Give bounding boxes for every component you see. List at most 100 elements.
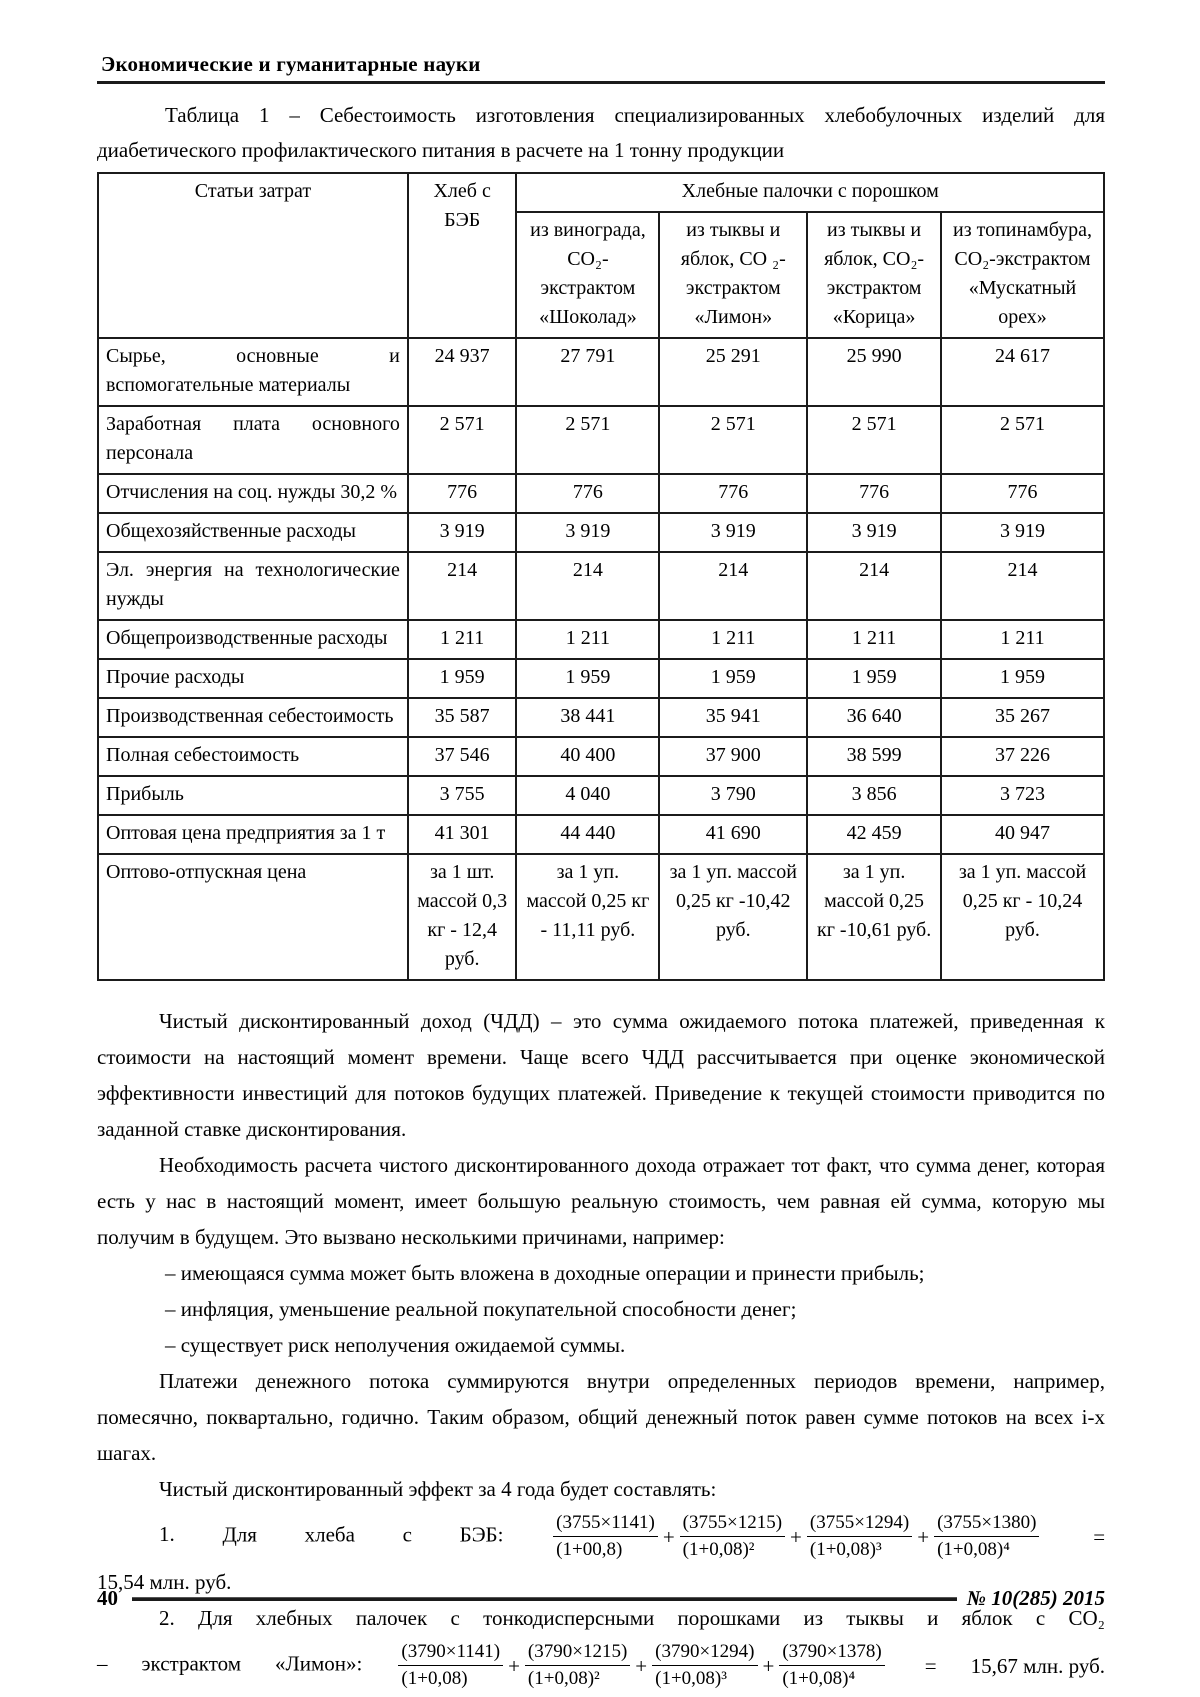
fraction-numerator: (3790×1378) bbox=[779, 1640, 885, 1666]
bullet-item: – существует риск неполучения ожидаемой … bbox=[165, 1333, 626, 1357]
row-label: Сырье, основные и вспомогательные матери… bbox=[97, 337, 409, 407]
fraction: (3790×1141) (1+0,08) bbox=[398, 1640, 504, 1691]
row-value: 2 571 bbox=[515, 405, 661, 475]
formula-2-intro-text: Для хлебных палочек с тонкодисперсными п… bbox=[198, 1606, 1106, 1630]
formula-1-intro: Для хлеба с БЭБ: bbox=[222, 1522, 504, 1547]
row-value: за 1 уп. массой 0,25 кг - 11,11 руб. bbox=[515, 853, 661, 981]
fraction-denominator: (1+0,08) bbox=[401, 1668, 468, 1689]
plus-sign: + bbox=[790, 1524, 802, 1549]
fraction: (3790×1294) (1+0,08)³ bbox=[652, 1640, 758, 1691]
column-header-bread-beb: Хлеб с БЭБ bbox=[406, 172, 518, 339]
table-row: Полная себестоимость 37 546 40 400 37 900 38… bbox=[97, 736, 1105, 777]
fraction-numerator: (3790×1141) bbox=[398, 1640, 504, 1666]
row-value: за 1 уп. массой 0,25 кг -10,61 руб. bbox=[806, 853, 942, 981]
row-value: 25 990 bbox=[806, 337, 942, 407]
row-value: 27 791 bbox=[515, 337, 661, 407]
sub-header-row: из винограда, CO₂-экстрактом «Шоколад» из… bbox=[98, 211, 1105, 339]
paragraph-npv-definition: Чистый дисконтированный доход (ЧДД) – эт… bbox=[97, 1009, 1105, 1141]
row-value: 1 959 bbox=[658, 658, 809, 699]
table-row: Прочие расходы 1 959 1 959 1 959 1 959 1 959 bbox=[97, 658, 1105, 699]
table-caption: Таблица 1 – Себестоимость изготовления с… bbox=[97, 103, 1105, 162]
column-header-articles: Статьи затрат bbox=[97, 172, 409, 339]
row-value: 35 941 bbox=[658, 697, 809, 738]
row-value: 40 400 bbox=[515, 736, 661, 777]
row-label: Эл. энергия на технологические нужды bbox=[97, 551, 409, 621]
table-row: Прибыль 3 755 4 040 3 790 3 856 3 723 bbox=[97, 775, 1105, 816]
row-value: 1 211 bbox=[406, 619, 518, 660]
row-value: 41 690 bbox=[658, 814, 809, 855]
formula-item-2-intro: 2. Для хлебных палочек с тонкодисперсным… bbox=[97, 1600, 1105, 1636]
fraction-numerator: (3755×1380) bbox=[934, 1511, 1040, 1537]
row-value: 36 640 bbox=[806, 697, 942, 738]
journal-header: Экономические и гуманитарные науки bbox=[97, 52, 1105, 84]
fraction: (3790×1378) (1+0,08)⁴ bbox=[779, 1640, 885, 1691]
table-row: Заработная плата основного персонала 2 57… bbox=[97, 405, 1105, 475]
fraction-numerator: (3790×1215) bbox=[524, 1640, 631, 1666]
row-label: Общепроизводственные расходы bbox=[97, 619, 409, 660]
column-group-header: Хлебные палочки с порошком bbox=[515, 172, 1105, 213]
fraction: (3755×1380) (1+0,08)⁴ bbox=[934, 1511, 1040, 1562]
row-label: Прибыль bbox=[97, 775, 409, 816]
cost-table: Статьи затрат Хлеб с БЭБ Хлебные палочки… bbox=[97, 172, 1105, 981]
fraction: (3755×1215) (1+0,08)² bbox=[679, 1511, 786, 1562]
footer-issue-label: № 10(285) 2015 bbox=[966, 1586, 1105, 1610]
row-value: 1 211 bbox=[806, 619, 942, 660]
fraction-denominator: (1+0,08)² bbox=[527, 1668, 600, 1689]
fraction-numerator: (3755×1141) bbox=[553, 1511, 658, 1537]
row-value: 1 959 bbox=[940, 658, 1105, 699]
row-value: 214 bbox=[406, 551, 518, 621]
formula-1-equals: = bbox=[1093, 1524, 1106, 1549]
fraction-numerator: (3755×1294) bbox=[806, 1511, 913, 1537]
row-value: 38 441 bbox=[515, 697, 661, 738]
row-value: за 1 уп. массой 0,25 кг -10,42 руб. bbox=[658, 853, 809, 981]
row-value: 776 bbox=[940, 473, 1105, 514]
sub-header-2: из тыквы и яблок, CO₂-экстрактом «Корица… bbox=[806, 211, 942, 339]
formula-item-1-line: 1. Для хлеба с БЭБ: (3755×1141) (1+00,8) +… bbox=[97, 1509, 1105, 1564]
row-value: 1 959 bbox=[406, 658, 518, 699]
row-value: 40 947 bbox=[940, 814, 1105, 855]
row-value: 2 571 bbox=[940, 405, 1105, 475]
fraction: (3755×1141) (1+00,8) bbox=[553, 1511, 658, 1562]
formula-2-expression: (3790×1141) (1+0,08) + (3790×1215) (1+0,08)²… bbox=[396, 1641, 886, 1689]
fraction-denominator: (1+0,08)³ bbox=[809, 1539, 882, 1560]
fraction-denominator: (1+00,8) bbox=[556, 1539, 623, 1560]
bullet-list: – имеющаяся сумма может быть вложена в д… bbox=[97, 1255, 1105, 1363]
cost-table-body: Сырье, основные и вспомогательные матери… bbox=[97, 337, 1105, 981]
row-value: 214 bbox=[515, 551, 661, 621]
formula-2-number: 2. bbox=[159, 1606, 175, 1630]
row-value: 3 755 bbox=[406, 775, 518, 816]
plus-sign: + bbox=[917, 1524, 930, 1549]
formula-2-prefix: – экстрактом «Лимон»: bbox=[97, 1651, 363, 1676]
row-value: 1 959 bbox=[806, 658, 942, 699]
fraction: (3755×1294) (1+0,08)³ bbox=[806, 1511, 913, 1562]
row-label: Прочие расходы bbox=[97, 658, 409, 699]
row-value: 214 bbox=[658, 551, 809, 621]
row-value: 1 959 bbox=[515, 658, 661, 699]
row-value: 214 bbox=[806, 551, 942, 621]
row-value: 3 919 bbox=[940, 512, 1105, 553]
fraction-denominator: (1+0,08)³ bbox=[655, 1668, 727, 1689]
sub-header-0: из винограда, CO₂-экстрактом «Шоколад» bbox=[515, 211, 661, 339]
footer-page-number: 40 bbox=[97, 1586, 118, 1610]
paragraph-npv-necessity: Необходимость расчета чистого дисконтиро… bbox=[97, 1153, 1105, 1249]
fraction-denominator: (1+0,08)² bbox=[682, 1539, 755, 1560]
cost-table-head: Статьи затрат Хлеб с БЭБ Хлебные палочки… bbox=[97, 172, 1105, 339]
row-value: 35 267 bbox=[940, 697, 1105, 738]
paragraph-effect-intro: Чистый дисконтированный эффект за 4 года… bbox=[159, 1477, 717, 1501]
plus-sign: + bbox=[762, 1653, 775, 1678]
row-label: Производственная себестоимость bbox=[97, 697, 409, 738]
row-value: за 1 уп. массой 0,25 кг - 10,24 руб. bbox=[940, 853, 1105, 981]
row-value: 3 723 bbox=[940, 775, 1105, 816]
row-value: 3 919 bbox=[806, 512, 942, 553]
plus-sign: + bbox=[508, 1653, 520, 1678]
plus-sign: + bbox=[662, 1524, 675, 1549]
row-value: 776 bbox=[406, 473, 518, 514]
formula-2-equals: = bbox=[924, 1653, 937, 1678]
formula-1-expression: (3755×1141) (1+00,8) + (3755×1215) (1+0,08)²… bbox=[551, 1512, 1041, 1560]
row-value: 3 790 bbox=[658, 775, 809, 816]
fraction-denominator: (1+0,08)⁴ bbox=[782, 1668, 856, 1689]
plus-sign: + bbox=[635, 1653, 648, 1678]
row-value: 2 571 bbox=[806, 405, 942, 475]
row-value: 776 bbox=[806, 473, 942, 514]
row-label: Оптово-отпускная цена bbox=[97, 853, 409, 981]
